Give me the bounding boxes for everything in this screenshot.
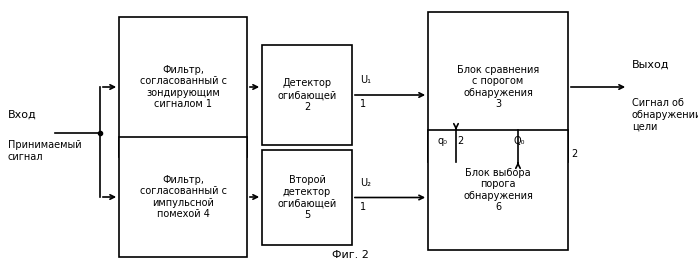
Bar [428,130,568,250]
Text: Фильтр,
согласованный с
импульсной
помехой 4: Фильтр, согласованный с импульсной помех… [140,175,226,219]
Text: 2: 2 [457,136,463,146]
Text: 2: 2 [571,149,577,159]
Text: U₂: U₂ [360,178,371,188]
Text: q₀: q₀ [437,136,447,146]
Text: Сигнал об
обнаружении
цели: Сигнал об обнаружении цели [632,98,698,132]
Text: Вход: Вход [8,110,37,120]
Text: Выход: Выход [632,60,669,70]
Bar [262,45,352,145]
Text: Блок сравнения
с порогом
обнаружения
3: Блок сравнения с порогом обнаружения 3 [457,65,539,109]
Text: U₁: U₁ [360,75,371,85]
Text: Фиг. 2: Фиг. 2 [332,250,369,260]
Bar [119,17,247,157]
Text: 1: 1 [360,99,366,109]
Text: Q₀: Q₀ [513,136,524,146]
Text: Блок выбора
порога
обнаружения
6: Блок выбора порога обнаружения 6 [463,167,533,213]
Bar [262,150,352,245]
Text: Второй
детектор
огибающей
5: Второй детектор огибающей 5 [277,175,336,220]
Text: 1: 1 [360,201,366,211]
Bar [119,137,247,257]
Bar [428,12,568,162]
Text: Принимаемый
сигнал: Принимаемый сигнал [8,140,82,162]
Text: Детектор
огибающей
2: Детектор огибающей 2 [277,78,336,112]
Text: Фильтр,
согласованный с
зондирующим
сигналом 1: Фильтр, согласованный с зондирующим сигн… [140,65,226,109]
